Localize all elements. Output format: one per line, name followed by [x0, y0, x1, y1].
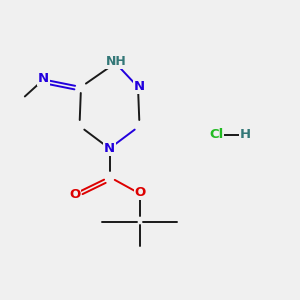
Text: O: O — [69, 188, 80, 201]
Text: NH: NH — [106, 55, 127, 68]
Text: Cl: Cl — [209, 128, 223, 142]
Text: N: N — [104, 142, 115, 155]
Text: O: O — [135, 186, 146, 200]
Text: N: N — [133, 80, 145, 93]
Text: N: N — [38, 72, 49, 85]
Text: H: H — [240, 128, 251, 142]
